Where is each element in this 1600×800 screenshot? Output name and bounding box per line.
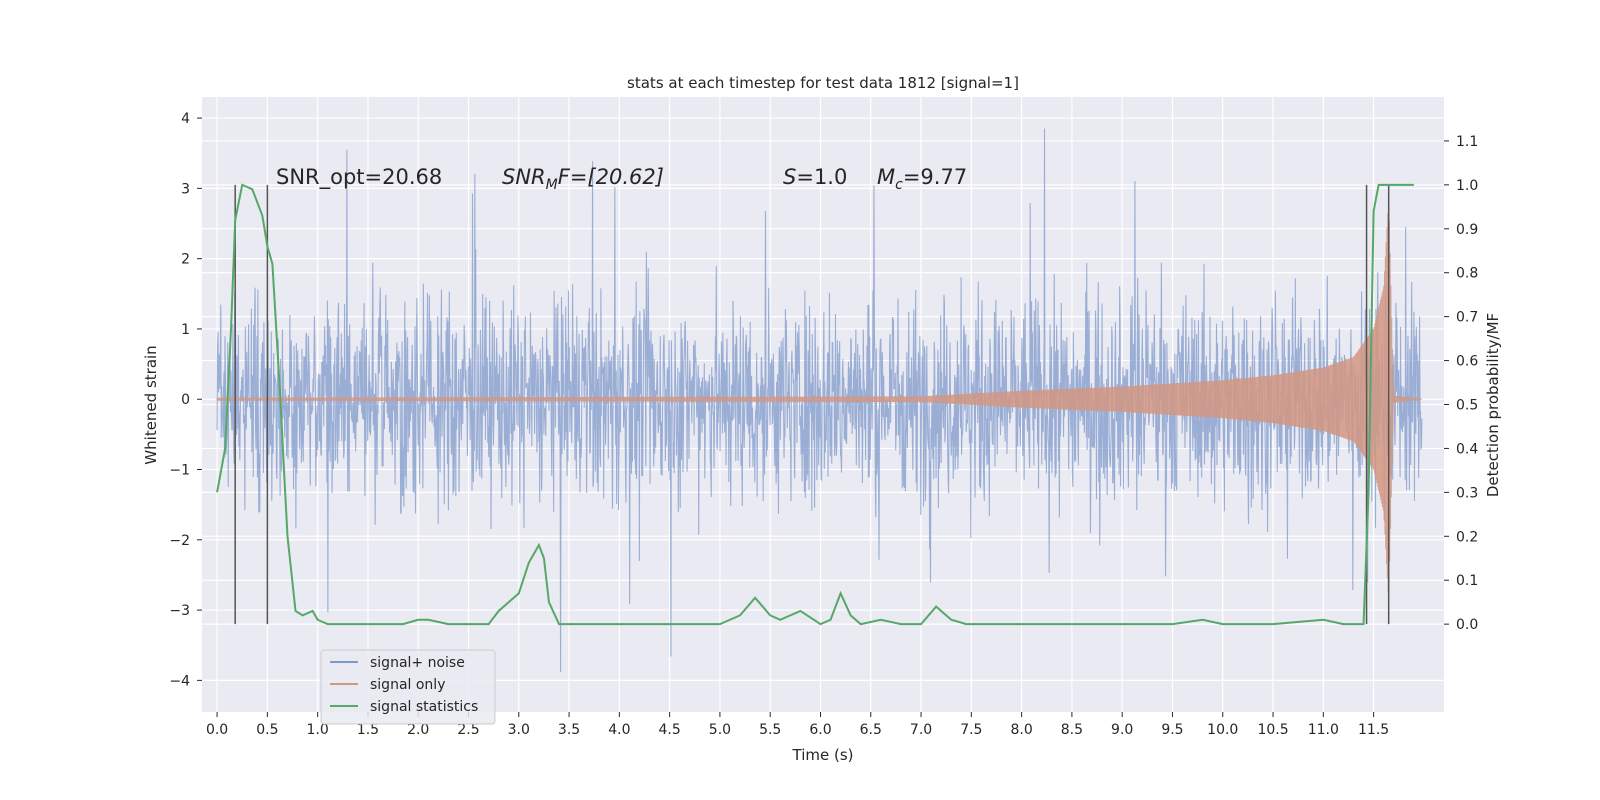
y-left-tick-label: −4: [169, 673, 190, 689]
y-right-tick-label: 0.8: [1456, 266, 1478, 282]
x-tick-label: 4.5: [659, 722, 681, 738]
y-left-tick-label: −1: [169, 463, 190, 479]
x-tick-label: 6.5: [860, 722, 882, 738]
x-tick-label: 1.5: [357, 722, 379, 738]
y-axis-label-left: Whitened strain: [142, 345, 160, 464]
chart-title: stats at each timestep for test data 181…: [627, 74, 1019, 92]
x-tick-label: 3.0: [508, 722, 530, 738]
x-tick-label: 2.0: [407, 722, 429, 738]
y-right-tick-label: 1.0: [1456, 178, 1478, 194]
y-left-tick-label: 1: [181, 322, 190, 338]
y-right-tick-label: 1.1: [1456, 134, 1478, 150]
x-tick-label: 11.0: [1308, 722, 1339, 738]
y-left-tick-label: 3: [181, 181, 190, 197]
legend: signal+ noise signal only signal statist…: [320, 649, 496, 725]
annotation-snr-mf-rest: F=[20.62]: [558, 165, 664, 189]
signal-only-line: [216, 198, 1422, 594]
y-right-tick-label: 0.5: [1456, 398, 1478, 414]
y-right-tick-label: 0.1: [1456, 573, 1478, 589]
x-tick-label: 9.0: [1111, 722, 1133, 738]
y-right-tick-label: 0.9: [1456, 222, 1478, 238]
x-tick-label: 5.0: [709, 722, 731, 738]
annotation-mc-italic: M: [877, 165, 895, 189]
x-tick-label: 11.5: [1358, 722, 1389, 738]
signal-statistics-line: [216, 183, 1414, 626]
annotation-snr-mf-sub: M: [546, 177, 558, 193]
y-left-tick-label: −2: [169, 533, 190, 549]
y-left-tick-label: −3: [169, 603, 190, 619]
legend-label-signal-only: signal only: [370, 677, 445, 693]
annotation-snr-mf-base: SNR: [502, 165, 546, 189]
legend-label-signal-statistics: signal statistics: [370, 699, 478, 715]
signal-only-series: [216, 198, 1422, 594]
annotation-mc-sub: c: [895, 177, 903, 193]
x-tick-label: 3.5: [558, 722, 580, 738]
annotation-snr-mf: SNRMF=[20.62]: [502, 165, 664, 193]
y-left-tick-label: 0: [181, 392, 190, 408]
annotation-mc: Mc=9.77: [877, 165, 967, 193]
x-tick-label: 2.5: [457, 722, 479, 738]
y-left-tick-label: 2: [181, 252, 190, 268]
x-tick-label: 6.0: [809, 722, 831, 738]
annotation-s: S=1.0: [783, 165, 847, 189]
x-tick-label: 1.0: [307, 722, 329, 738]
y-left-ticks: 4 3 2 1 0 −1 −2 −3 −4: [169, 111, 202, 689]
x-ticks: 0.0 0.5 1.0 1.5 2.0 2.5 3.0 3.5 4.0 4.5 5.0 5.5 6.0 6…: [206, 712, 1389, 738]
y-right-tick-label: 0.2: [1456, 529, 1478, 545]
x-tick-label: 0.0: [206, 722, 228, 738]
x-tick-label: 9.5: [1161, 722, 1183, 738]
x-tick-label: 4.0: [608, 722, 630, 738]
annotation-s-rest: =1.0: [796, 165, 847, 189]
x-tick-label: 10.0: [1207, 722, 1238, 738]
y-axis-label-right: Detection probability/MF: [1484, 313, 1502, 497]
annotation-snr-opt: SNR_opt=20.68: [276, 165, 442, 190]
y-right-tick-label: 0.0: [1456, 617, 1478, 633]
annotation-mc-rest: =9.77: [903, 165, 967, 189]
x-tick-label: 10.5: [1257, 722, 1288, 738]
y-right-tick-label: 0.7: [1456, 310, 1478, 326]
y-left-tick-label: 4: [181, 111, 190, 127]
x-tick-label: 8.5: [1061, 722, 1083, 738]
y-right-ticks: 1.1 1.0 0.9 0.8 0.7 0.6 0.5 0.4 0.3 0.2 0.1 0.0: [1444, 134, 1478, 633]
x-tick-label: 0.5: [256, 722, 278, 738]
x-tick-label: 7.5: [960, 722, 982, 738]
x-axis-label: Time (s): [792, 746, 854, 764]
y-right-tick-label: 0.4: [1456, 441, 1478, 457]
x-tick-label: 8.0: [1010, 722, 1032, 738]
legend-label-signal-noise: signal+ noise: [370, 655, 465, 671]
annotation-s-italic: S: [783, 165, 796, 189]
x-tick-label: 7.0: [910, 722, 932, 738]
x-tick-label: 5.5: [759, 722, 781, 738]
y-right-tick-label: 0.6: [1456, 354, 1478, 370]
y-right-tick-label: 0.3: [1456, 485, 1478, 501]
legend-box: [320, 649, 496, 725]
signal-statistics-series: [216, 183, 1414, 626]
